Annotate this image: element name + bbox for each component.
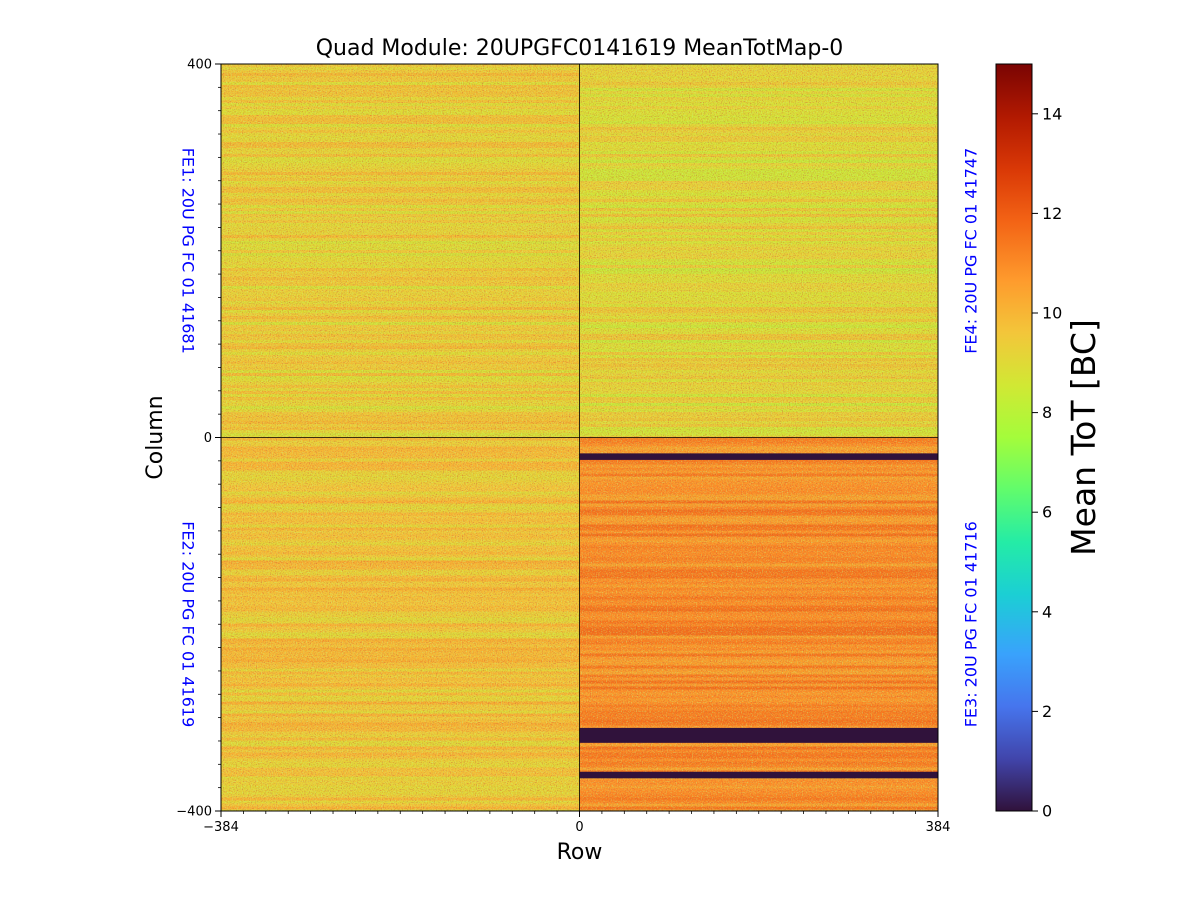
y-tick-label: 400 — [187, 58, 212, 73]
colorbar-tick-label: 4 — [1042, 602, 1052, 621]
y-tick-label: 0 — [204, 431, 212, 446]
colorbar-tick-label: 6 — [1042, 503, 1052, 522]
x-axis-label: Row — [557, 840, 603, 865]
dead-regions — [579, 453, 938, 779]
chip-label-fe1: FE1: 20U PG FC 01 41681 — [179, 148, 198, 354]
y-axis-ticks: 400 0 −400 — [176, 58, 221, 820]
colorbar — [995, 63, 1033, 812]
colorbar-tick-label: 14 — [1042, 104, 1062, 123]
chip-labels: FE1: 20U PG FC 01 41681 FE4: 20U PG FC 01… — [179, 148, 981, 728]
chart-title: Quad Module: 20UPGFC0141619 MeanTotMap-0 — [316, 36, 844, 61]
chip-dividers — [221, 64, 938, 811]
colorbar-label: Mean ToT [BC] — [1064, 319, 1103, 556]
colorbar-tick-label: 0 — [1042, 802, 1052, 821]
colorbar-tick-label: 8 — [1042, 403, 1052, 422]
dead-region-1 — [579, 453, 938, 460]
x-tick-label: 0 — [575, 820, 583, 835]
chip-label-fe3: FE3: 20U PG FC 01 41716 — [962, 521, 981, 727]
dead-region-3 — [579, 771, 938, 779]
x-axis-ticks: −384 0 384 — [203, 811, 950, 835]
x-tick-label: −384 — [203, 820, 239, 835]
chip-label-fe2: FE2: 20U PG FC 01 41619 — [179, 521, 198, 727]
y-axis-label: Column — [143, 395, 168, 479]
x-tick-label: 384 — [926, 820, 951, 835]
colorbar-tick-label: 12 — [1042, 204, 1062, 223]
dead-region-2 — [579, 727, 938, 743]
colorbar-tick-label: 2 — [1042, 702, 1052, 721]
colorbar-ticks: 0 2 4 6 8 10 12 14 — [1032, 104, 1062, 821]
chip-label-fe4: FE4: 20U PG FC 01 41747 — [962, 148, 981, 354]
colorbar-tick-label: 10 — [1042, 304, 1062, 323]
y-tick-label: −400 — [176, 805, 212, 820]
